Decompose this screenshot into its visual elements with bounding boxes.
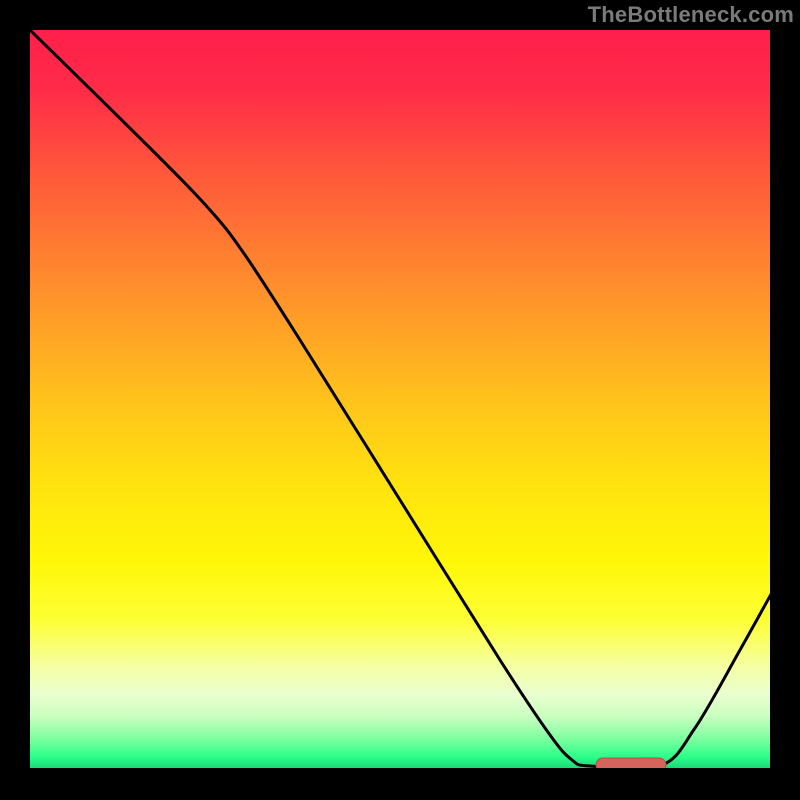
chart-container: { "watermark": "TheBottleneck.com", "cha… [0, 0, 800, 800]
bottleneck-chart [0, 0, 800, 800]
frame-left [0, 0, 30, 800]
frame-bottom [0, 768, 800, 800]
watermark-text: TheBottleneck.com [588, 2, 794, 28]
frame-right [784, 0, 800, 800]
